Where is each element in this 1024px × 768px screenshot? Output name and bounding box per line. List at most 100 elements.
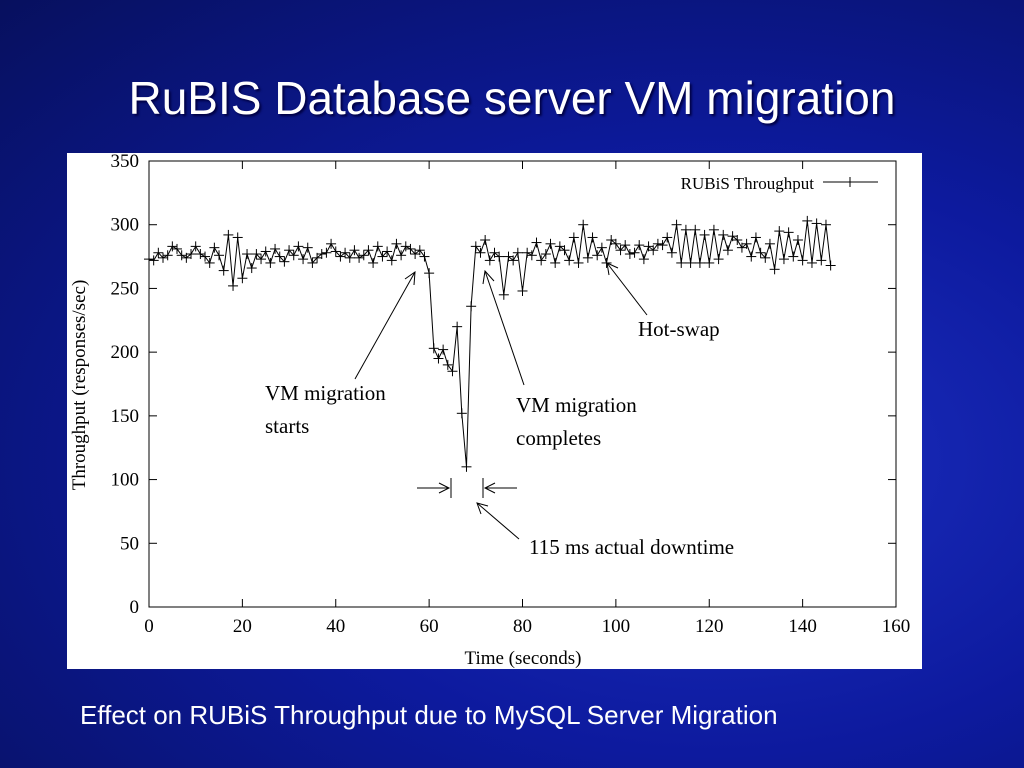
y-axis-label: Throughput (responses/sec) <box>69 280 90 491</box>
data-point-10 <box>190 241 201 252</box>
data-point-105 <box>634 240 645 251</box>
plot-frame <box>148 160 897 608</box>
data-point-139 <box>792 235 803 246</box>
data-point-11 <box>195 249 206 260</box>
data-point-62 <box>433 353 444 364</box>
data-point-133 <box>764 238 775 249</box>
data-point-80 <box>517 285 528 296</box>
data-point-65 <box>447 366 458 377</box>
data-point-145 <box>820 219 831 230</box>
data-point-52 <box>386 255 397 266</box>
data-point-111 <box>662 232 673 243</box>
annotation-downtime: 115 ms actual downtime <box>529 535 734 559</box>
annotation-migration-starts-line2: starts <box>265 414 309 438</box>
data-point-103 <box>624 249 635 260</box>
annotation-migration-starts-line1: VM migration <box>265 381 386 405</box>
data-point-101 <box>615 245 626 256</box>
data-point-16 <box>218 265 229 276</box>
data-point-58 <box>414 245 425 256</box>
arrow-downtime <box>476 502 520 540</box>
data-point-143 <box>811 218 822 229</box>
data-point-53 <box>391 238 402 249</box>
y-tick-label-0: 0 <box>130 597 140 618</box>
x-tick-label-1: 20 <box>233 616 252 637</box>
downtime-bracket <box>417 478 517 498</box>
data-point-119 <box>699 229 710 240</box>
y-tick-label-5: 250 <box>111 278 140 299</box>
data-point-49 <box>372 241 383 252</box>
data-point-30 <box>284 245 295 256</box>
data-point-7 <box>176 250 187 261</box>
data-point-112 <box>666 247 677 258</box>
tick-labels: 0 20 40 60 80 100 120 140 160 0 50 100 150 200 250 300 3… <box>111 153 911 637</box>
data-point-118 <box>694 257 705 268</box>
data-point-116 <box>685 257 696 268</box>
data-point-27 <box>270 243 281 254</box>
data-point-142 <box>806 257 817 268</box>
data-point-68 <box>461 461 472 472</box>
data-point-54 <box>396 250 407 261</box>
y-tick-label-1: 50 <box>120 533 139 554</box>
data-point-66 <box>452 321 463 332</box>
data-point-102 <box>620 240 631 251</box>
x-tick-label-5: 100 <box>602 616 631 637</box>
data-point-43 <box>344 252 355 263</box>
data-point-76 <box>498 289 509 300</box>
data-point-79 <box>512 247 523 258</box>
slide-title: RuBIS Database server VM migration <box>128 72 896 124</box>
data-point-146 <box>825 260 836 271</box>
data-point-37 <box>316 249 327 260</box>
data-point-97 <box>596 242 607 253</box>
chart-panel: 0 20 40 60 80 100 120 140 160 0 50 100 150 200 250 300 3… <box>67 153 922 669</box>
data-point-93 <box>578 219 589 230</box>
data-point-61 <box>428 343 439 354</box>
data-point-121 <box>708 224 719 235</box>
data-point-3 <box>158 252 169 263</box>
arrow-migration-starts <box>354 270 416 380</box>
data-point-136 <box>778 254 789 265</box>
arrow-hot-swap <box>606 262 648 316</box>
data-point-13 <box>204 257 215 268</box>
data-point-70 <box>470 241 481 252</box>
data-point-134 <box>769 264 780 275</box>
data-point-141 <box>802 215 813 226</box>
data-point-86 <box>545 238 556 249</box>
data-point-46 <box>358 250 369 261</box>
y-tick-label-4: 200 <box>111 342 140 363</box>
data-point-135 <box>774 226 785 237</box>
x-tick-label-4: 80 <box>513 616 532 637</box>
series-markers <box>144 215 836 472</box>
data-point-69 <box>466 301 477 312</box>
throughput-chart: 0 20 40 60 80 100 120 140 160 0 50 100 150 200 250 300 3… <box>69 153 911 669</box>
data-point-109 <box>652 238 663 249</box>
legend-marker <box>845 177 855 187</box>
axis-ticks <box>148 160 897 608</box>
data-point-34 <box>302 242 313 253</box>
data-point-91 <box>568 232 579 243</box>
data-point-39 <box>326 238 337 249</box>
data-point-110 <box>657 240 668 251</box>
y-tick-label-7: 350 <box>111 153 140 172</box>
data-point-50 <box>377 251 388 262</box>
data-point-132 <box>760 252 771 263</box>
data-point-96 <box>592 250 603 261</box>
data-point-32 <box>293 241 304 252</box>
data-point-87 <box>550 257 561 268</box>
annotation-migration-completes-line1: VM migration <box>516 393 637 417</box>
data-point-26 <box>265 257 276 268</box>
data-point-123 <box>718 229 729 240</box>
x-tick-label-8: 160 <box>882 616 911 637</box>
data-point-120 <box>704 257 715 268</box>
data-point-18 <box>228 280 239 291</box>
data-point-104 <box>629 247 640 258</box>
data-point-108 <box>648 245 659 256</box>
y-tick-label-2: 100 <box>111 470 140 491</box>
data-point-78 <box>508 255 519 266</box>
data-point-29 <box>279 256 290 267</box>
data-point-51 <box>382 246 393 257</box>
y-tick-label-6: 300 <box>111 215 140 236</box>
data-point-64 <box>442 359 453 370</box>
data-point-25 <box>260 246 271 257</box>
data-point-129 <box>746 251 757 262</box>
data-point-9 <box>186 249 197 260</box>
